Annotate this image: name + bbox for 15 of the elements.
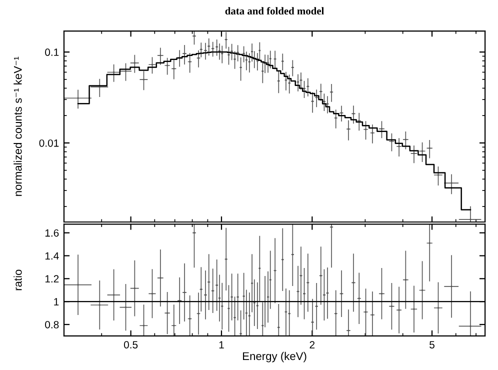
x-tick-label: 1 xyxy=(219,341,224,348)
y-tick-label: 1.4 xyxy=(45,252,59,260)
y-tick-label: 0.1 xyxy=(45,48,59,56)
x-tick-label: 2 xyxy=(310,341,315,348)
x-tick-label: 5 xyxy=(430,341,434,348)
y-axis-title: ratio xyxy=(14,270,22,290)
y-tick-label: 0.8 xyxy=(45,321,59,328)
y-tick-label: 1 xyxy=(54,298,59,306)
x-tick-label: 0.5 xyxy=(124,341,138,348)
y-axis-title: normalized counts s⁻¹ keV⁻¹ xyxy=(14,56,22,196)
y-tick-label: 0.01 xyxy=(39,139,59,147)
y-tick-label: 1.2 xyxy=(45,275,59,282)
y-tick-label: 1.6 xyxy=(45,229,59,237)
chart-title: data and folded model xyxy=(225,7,324,15)
x-axis-title: Energy (keV) xyxy=(243,352,306,362)
